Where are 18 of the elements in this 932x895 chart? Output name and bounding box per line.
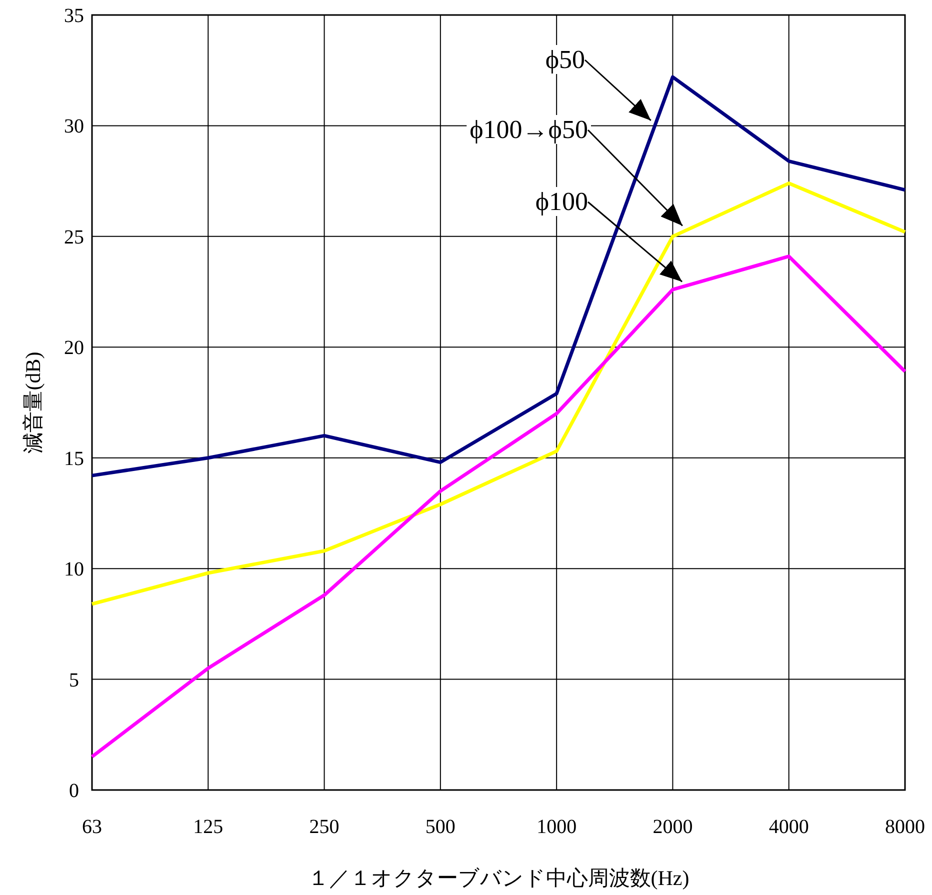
y-tick-label: 35 [64, 5, 84, 27]
x-tick-label: 8000 [885, 816, 925, 838]
y-tick-label: 30 [64, 116, 84, 138]
y-tick-label: 5 [69, 669, 79, 692]
x-tick-label: 63 [82, 816, 102, 838]
x-tick-label: 125 [193, 816, 224, 838]
x-axis-title: １／１オクターブバンド中心周波数(Hz) [308, 866, 690, 890]
y-tick-label: 15 [64, 448, 84, 470]
y-tick-label: 20 [64, 337, 84, 360]
x-tick-label: 1000 [536, 816, 577, 838]
y-tick-label: 10 [64, 558, 84, 581]
x-tick-label: 4000 [768, 816, 809, 838]
x-tick-label: 250 [309, 816, 340, 838]
y-axis-title: 減音量(dB) [21, 352, 45, 454]
x-tick-label: 2000 [652, 816, 693, 838]
y-tick-label: 25 [64, 226, 84, 248]
y-tick-label: 0 [69, 780, 79, 802]
x-tick-label: 500 [425, 816, 456, 838]
